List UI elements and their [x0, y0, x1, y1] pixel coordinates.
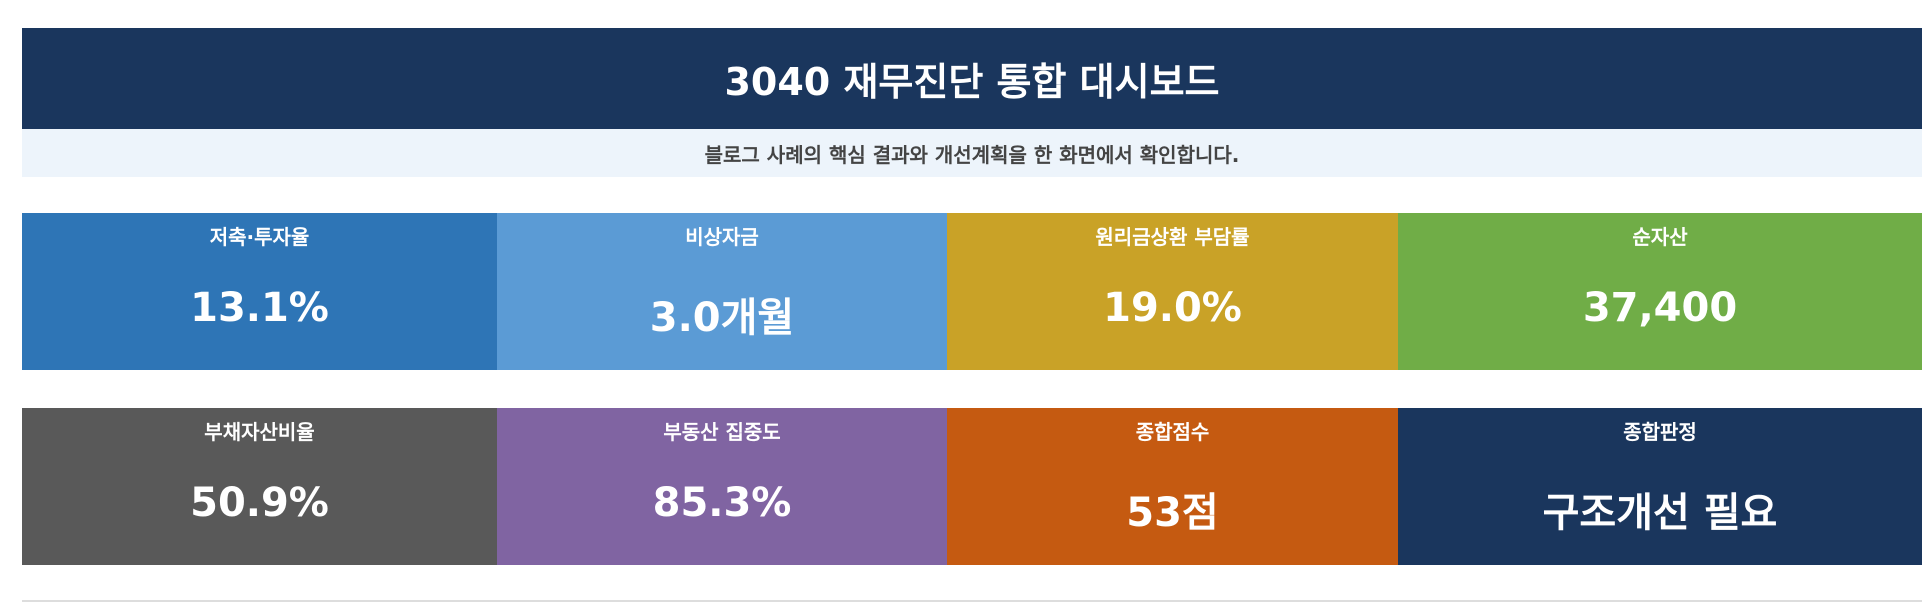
kpi-label: 비상자금 — [685, 225, 759, 249]
kpi-label: 종합판정 — [1623, 420, 1697, 444]
header-subtitle: 블로그 사례의 핵심 결과와 개선계획을 한 화면에서 확인합니다. — [22, 129, 1922, 177]
kpi-label: 종합점수 — [1135, 420, 1210, 444]
kpi-label: 저축·투자율 — [209, 225, 310, 249]
kpi-card: 순자산 37,400 — [1398, 213, 1922, 370]
kpi-label: 부채자산비율 — [204, 420, 315, 444]
kpi-value: 50.9% — [190, 480, 329, 526]
kpi-card: 부동산 집중도 85.3% — [497, 408, 947, 565]
kpi-card: 비상자금 3.0개월 — [497, 213, 947, 370]
kpi-label: 원리금상환 부담률 — [1095, 225, 1250, 249]
kpi-card: 원리금상환 부담률 19.0% — [947, 213, 1398, 370]
card-row: 저축·투자율 13.1% 비상자금 3.0개월 원리금상환 부담률 19.0% 순자산 37,… — [22, 213, 1922, 370]
kpi-card: 부채자산비율 50.9% — [22, 408, 497, 565]
kpi-value: 53점 — [1126, 490, 1219, 536]
divider — [22, 600, 1922, 602]
kpi-label: 순자산 — [1632, 225, 1688, 249]
kpi-value: 37,400 — [1582, 285, 1738, 331]
kpi-value: 85.3% — [652, 480, 792, 526]
kpi-value: 19.0% — [1103, 285, 1242, 331]
kpi-value: 구조개선 필요 — [1542, 490, 1778, 536]
header-title: 3040 재무진단 통합 대시보드 — [22, 28, 1922, 129]
kpi-value: 3.0개월 — [649, 295, 795, 341]
kpi-card: 종합점수 53점 — [947, 408, 1398, 565]
kpi-card: 저축·투자율 13.1% — [22, 213, 497, 370]
kpi-value: 13.1% — [190, 285, 329, 331]
kpi-label: 부동산 집중도 — [663, 420, 781, 444]
